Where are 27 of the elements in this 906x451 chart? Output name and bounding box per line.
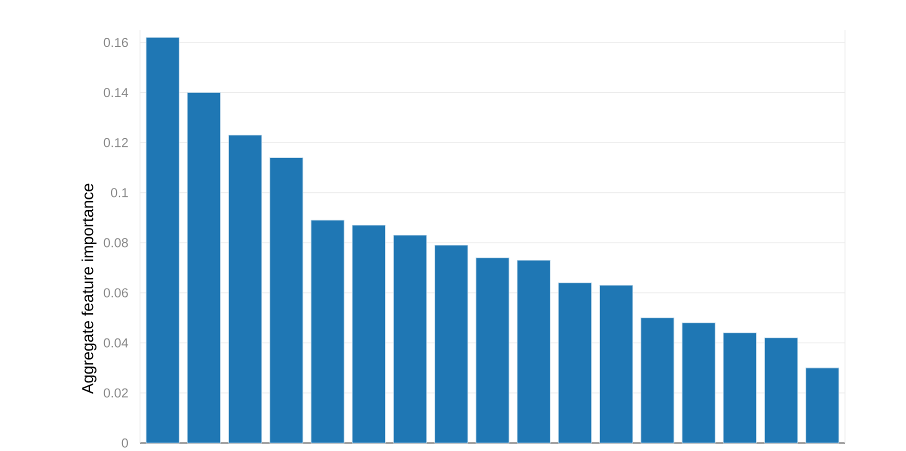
bar	[516, 260, 551, 444]
bar	[558, 282, 592, 444]
bar	[806, 368, 840, 444]
y-tick-label: 0.12	[104, 138, 128, 148]
bar	[764, 338, 798, 444]
y-tick-label: 0.16	[104, 38, 128, 48]
y-tick-label: 0.1	[110, 188, 128, 198]
bar	[682, 322, 716, 444]
y-tick-label: 0.08	[104, 238, 128, 248]
bar	[187, 92, 221, 444]
y-tick-label: 0	[122, 438, 128, 448]
bar	[640, 318, 674, 444]
y-axis-title: Aggregate feature importance	[82, 184, 96, 394]
bar	[352, 224, 386, 444]
bar	[393, 234, 427, 444]
y-tick-label: 0.04	[104, 338, 128, 348]
y-tick-label: 0.02	[104, 388, 128, 398]
bar	[146, 37, 180, 444]
y-tick-label: 0.14	[104, 88, 128, 98]
bar	[270, 157, 304, 444]
bar	[228, 134, 262, 444]
bar	[434, 245, 468, 444]
bar	[310, 220, 344, 444]
bar	[723, 332, 757, 444]
y-tick-label: 0.06	[104, 288, 128, 298]
bar	[476, 258, 510, 444]
bar	[599, 285, 633, 444]
